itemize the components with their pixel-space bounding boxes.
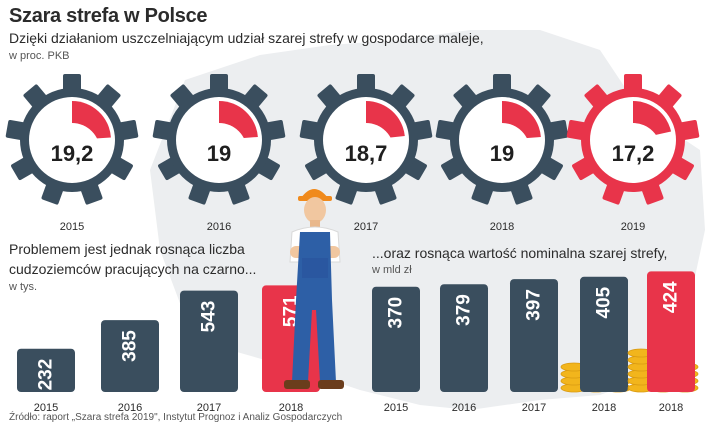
bar-year-label: 2018 xyxy=(592,402,616,414)
gear-value-disc xyxy=(474,123,530,179)
bar-value-label: 379 xyxy=(454,294,475,326)
bar xyxy=(440,284,488,392)
left-section-unit: w tys. xyxy=(9,281,38,293)
bar xyxy=(101,320,159,392)
gear-value-label: 17,2 xyxy=(612,141,655,166)
gear-value-label: 19 xyxy=(207,141,231,166)
bar xyxy=(17,348,75,392)
bar-value-label: 397 xyxy=(524,289,545,321)
bar-value-label: 370 xyxy=(386,297,407,329)
bar xyxy=(180,290,238,392)
left-section-title-2: cudzoziemców pracujących na czarno... xyxy=(9,261,257,277)
bar-year-label: 2017 xyxy=(197,402,221,414)
gear-year-label: 2015 xyxy=(60,221,84,233)
bar-year-label: 2016 xyxy=(118,402,142,414)
gear-value-disc xyxy=(605,123,661,179)
bar-value-label: 424 xyxy=(661,281,682,313)
bar-year-label: 2018 xyxy=(279,402,303,414)
bar xyxy=(510,279,558,392)
gear-chart-unit: w proc. PKB xyxy=(9,50,70,62)
gear-value-label: 19,2 xyxy=(51,141,94,166)
gear-year-label: 2017 xyxy=(354,221,378,233)
page-subtitle: Dzięki działaniom uszczelniającym udział… xyxy=(9,30,484,46)
gear-value-label: 18,7 xyxy=(345,141,388,166)
bar-value-label: 405 xyxy=(594,286,615,318)
bar-value-label: 543 xyxy=(199,301,220,333)
gear-year-label: 2016 xyxy=(207,221,231,233)
bar-year-label: 2016 xyxy=(452,402,476,414)
bar xyxy=(580,276,628,392)
gear-value-disc xyxy=(338,123,394,179)
gear-year-label: 2019 xyxy=(621,221,645,233)
bar-year-label: 2015 xyxy=(384,402,408,414)
bar-year-label: 2018 xyxy=(659,402,683,414)
bar-value-label: 385 xyxy=(120,330,141,362)
right-section-unit: w mld zł xyxy=(372,264,412,276)
left-section-title-1: Problemem jest jednak rosnąca liczba xyxy=(9,241,245,257)
page-title: Szara strefa w Polsce xyxy=(9,5,208,27)
gear-year-label: 2018 xyxy=(490,221,514,233)
bar-value-label: 232 xyxy=(36,359,57,391)
bar xyxy=(372,286,420,392)
gear-value-disc xyxy=(191,123,247,179)
source-note: Źródło: raport „Szara strefa 2019", Inst… xyxy=(9,412,343,423)
bar xyxy=(647,271,695,392)
gear-value-label: 19 xyxy=(490,141,514,166)
gear-value-disc xyxy=(44,123,100,179)
right-section-title: ...oraz rosnąca wartość nominalna szarej… xyxy=(372,245,668,261)
bar-year-label: 2017 xyxy=(522,402,546,414)
bar-year-label: 2015 xyxy=(34,402,58,414)
